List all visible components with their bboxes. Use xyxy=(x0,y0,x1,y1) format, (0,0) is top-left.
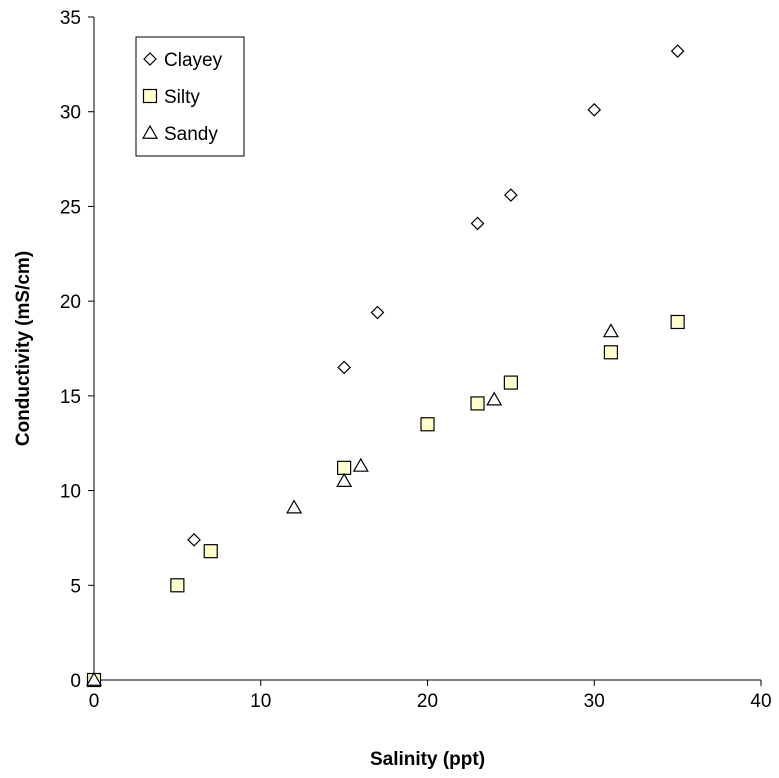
sandy-point xyxy=(286,499,303,514)
x-tick-label: 30 xyxy=(584,691,605,712)
legend-sandy-label: Sandy xyxy=(164,124,218,145)
silty-point xyxy=(337,460,352,475)
silty-point xyxy=(170,578,185,593)
y-tick-label: 25 xyxy=(60,197,81,218)
clayey-point xyxy=(370,305,385,320)
silty-point xyxy=(203,544,218,559)
y-axis-title: Conductivity (mS/cm) xyxy=(13,251,34,446)
y-tick-label: 5 xyxy=(70,576,81,597)
y-tick-label: 0 xyxy=(70,671,81,692)
y-tick-label: 20 xyxy=(60,292,81,313)
series-sandy xyxy=(85,323,619,686)
legend-sandy-marker xyxy=(141,124,159,139)
data-points xyxy=(85,44,685,688)
x-tick-label: 40 xyxy=(750,691,771,712)
x-tick-label: 20 xyxy=(417,691,438,712)
legend-silty-marker xyxy=(142,88,158,104)
x-axis-title: Salinity (ppt) xyxy=(370,749,485,770)
y-tick-label: 10 xyxy=(60,482,81,503)
series-silty xyxy=(86,314,685,688)
legend-silty-label: Silty xyxy=(164,87,200,108)
y-tick-label: 35 xyxy=(60,8,81,29)
silty-point xyxy=(420,417,435,432)
sandy-point xyxy=(486,391,503,406)
legend-clayey-marker xyxy=(143,52,157,66)
clayey-point xyxy=(470,216,485,231)
legend-clayey-label: Clayey xyxy=(164,50,223,71)
sandy-point xyxy=(602,323,619,338)
sandy-point xyxy=(352,457,369,472)
legend: Clayey Silty Sandy xyxy=(135,36,245,157)
clayey-point xyxy=(187,532,201,547)
y-tick-label: 30 xyxy=(60,103,81,124)
axes xyxy=(88,16,762,686)
silty-point xyxy=(503,375,518,390)
sandy-point xyxy=(336,472,353,487)
silty-point xyxy=(603,345,619,360)
tick-labels: 0 5 10 15 20 25 30 35 0 10 20 30 40 xyxy=(60,8,772,712)
sandy-point xyxy=(85,671,103,686)
silty-point xyxy=(670,314,685,330)
x-tick-label: 10 xyxy=(250,691,271,712)
clayey-point xyxy=(337,360,351,375)
clayey-point xyxy=(587,102,602,117)
y-tick-label: 15 xyxy=(60,387,81,408)
clayey-point xyxy=(504,188,518,202)
clayey-point xyxy=(670,44,685,58)
x-tick-label: 0 xyxy=(89,691,100,712)
silty-point xyxy=(470,396,485,411)
